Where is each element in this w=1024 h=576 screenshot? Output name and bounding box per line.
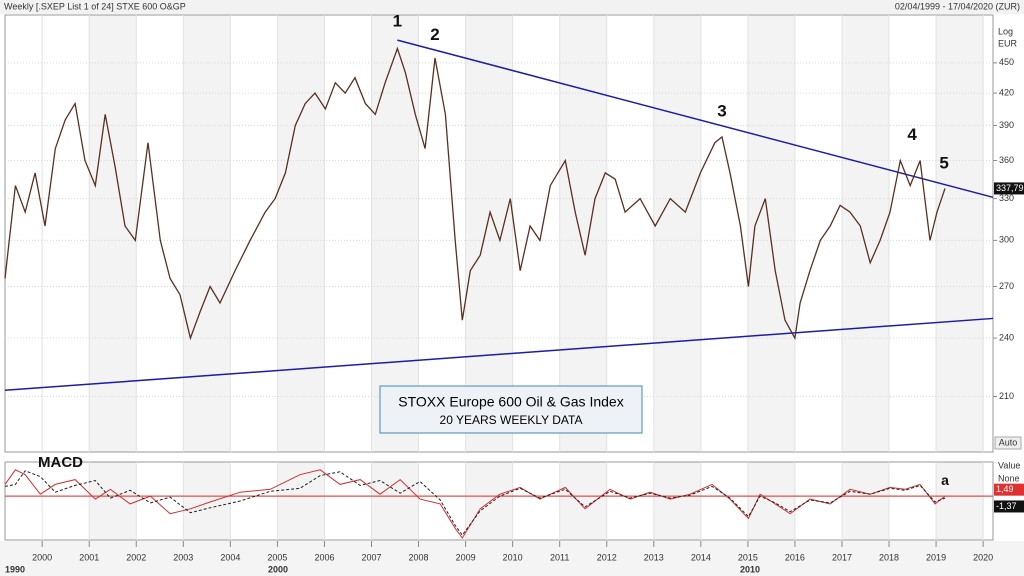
axis-label: EUR: [998, 38, 1018, 48]
x-tick-label: 2000: [32, 552, 52, 562]
year-band: [183, 462, 231, 540]
last-value-label: 337,79: [996, 183, 1024, 193]
year-band: [559, 462, 607, 540]
macd-value-label: -1,37: [996, 501, 1017, 511]
macd-value-box: [994, 483, 1024, 496]
wave-label: 5: [939, 154, 948, 173]
y-tick-label: 240: [999, 332, 1014, 342]
auto-button-label: Auto: [999, 437, 1018, 447]
macd-panel: [4, 461, 994, 541]
info-title: STOXX Europe 600 Oil & Gas Index: [398, 394, 623, 410]
decade-label: 1990: [5, 564, 25, 574]
year-band: [841, 15, 890, 452]
x-tick-label: 2004: [220, 552, 240, 562]
year-band: [559, 15, 607, 452]
year-band: [277, 15, 325, 452]
wave-label: 1: [393, 12, 402, 31]
y-tick-label: 390: [999, 120, 1014, 130]
price-panel: [4, 14, 994, 453]
y-tick-label: 300: [999, 235, 1014, 245]
year-band: [653, 15, 701, 452]
trendline: [397, 39, 994, 199]
year-band: [89, 462, 137, 540]
header-right: 02/04/1999 - 17/04/2020 (ZUR): [895, 1, 1020, 11]
x-tick-label: 2009: [456, 552, 476, 562]
macd-value-box: [994, 500, 1024, 513]
year-band: [465, 462, 513, 540]
macd-value-label: 1,49: [996, 484, 1014, 494]
last-value-box: [994, 182, 1024, 195]
x-tick-label: 2013: [644, 552, 664, 562]
x-tick-label: 2007: [361, 552, 381, 562]
trendline: [4, 317, 994, 392]
x-tick-label: 2019: [926, 552, 946, 562]
year-band: [183, 15, 231, 452]
x-tick-label: 2010: [503, 552, 523, 562]
year-band: [936, 462, 984, 540]
price-line: [4, 46, 946, 341]
wave-label: 2: [430, 25, 439, 44]
year-band: [841, 462, 890, 540]
x-tick-label: 2005: [267, 552, 287, 562]
y-tick-label: 420: [999, 87, 1014, 97]
wave-label: 3: [717, 102, 726, 121]
wave-label: 4: [907, 125, 917, 144]
y-tick-label: 330: [999, 193, 1014, 203]
auto-button: [994, 436, 1022, 450]
axis-label: None: [998, 473, 1020, 483]
header-bar: [0, 0, 1024, 14]
x-tick-label: 2016: [785, 552, 805, 562]
axis-label: Value: [998, 460, 1020, 470]
x-tick-label: 2017: [832, 552, 852, 562]
macd-title: MACD: [38, 454, 83, 471]
x-tick-label: 2008: [409, 552, 429, 562]
x-tick-label: 2015: [738, 552, 758, 562]
info-subtitle: 20 YEARS WEEKLY DATA: [440, 413, 583, 427]
year-band: [277, 462, 325, 540]
macd-annotation: a: [941, 472, 949, 488]
x-axis-bar: [0, 541, 1024, 576]
year-band: [371, 15, 419, 452]
decade-label: 2010: [740, 564, 760, 574]
decade-label: 2000: [268, 564, 288, 574]
year-band: [747, 15, 795, 452]
year-band: [371, 462, 419, 540]
y-tick-label: 210: [999, 391, 1014, 401]
year-band: [653, 462, 701, 540]
x-tick-label: 2006: [314, 552, 334, 562]
y-tick-label: 360: [999, 155, 1014, 165]
macd-line: [4, 470, 946, 536]
y-tick-label: 450: [999, 57, 1014, 67]
x-tick-label: 2018: [879, 552, 899, 562]
x-tick-label: 2014: [691, 552, 711, 562]
x-tick-label: 2001: [79, 552, 99, 562]
year-band: [89, 15, 137, 452]
axis-label: Log: [998, 26, 1013, 36]
x-tick-label: 2011: [550, 552, 569, 562]
y-tick-label: 270: [999, 281, 1014, 291]
info-box: [379, 385, 643, 434]
year-band: [936, 15, 984, 452]
year-band: [465, 15, 513, 452]
x-tick-label: 2020: [973, 552, 993, 562]
x-tick-label: 2002: [126, 552, 146, 562]
header-left: Weekly [.SXEP List 1 of 24] STXE 600 O&G…: [4, 1, 186, 11]
x-tick-label: 2012: [597, 552, 617, 562]
x-tick-label: 2003: [173, 552, 193, 562]
